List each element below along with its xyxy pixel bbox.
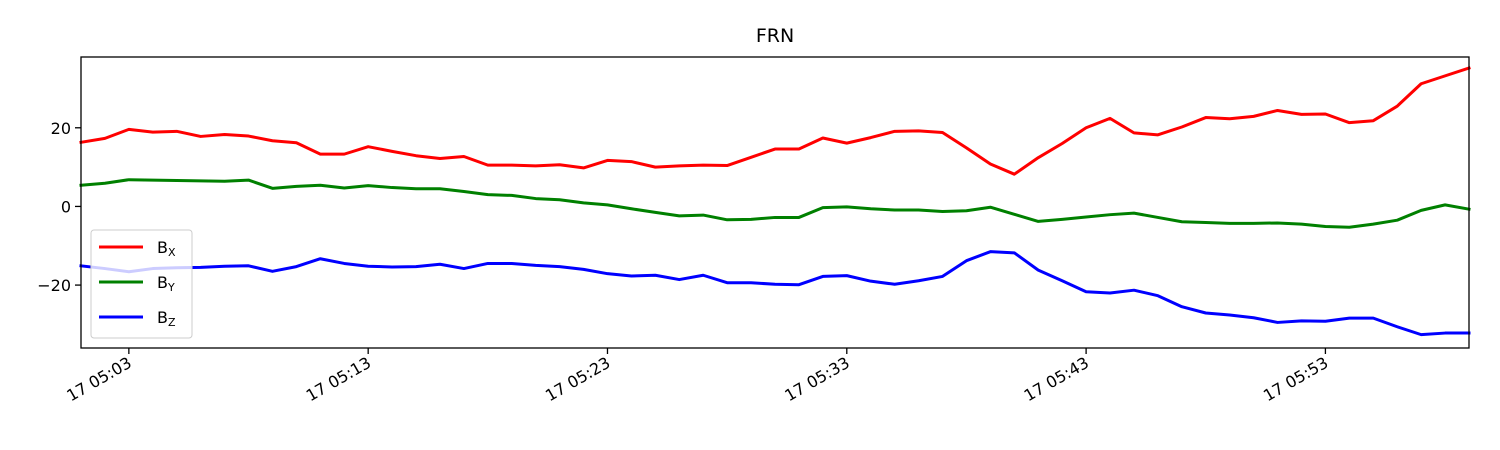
y-tick-label: −20 xyxy=(37,276,71,295)
y-tick-label: 0 xyxy=(61,197,71,216)
x-tick-label: 17 05:23 xyxy=(542,353,613,405)
legend: BX BY BZ xyxy=(90,229,193,339)
x-tick-label: 17 05:13 xyxy=(303,353,374,405)
series-layer xyxy=(79,66,1471,337)
y-tick-label: 20 xyxy=(51,119,71,138)
legend-label-x: BX xyxy=(157,238,176,259)
series-line-z xyxy=(79,250,1471,337)
legend-label-y: BY xyxy=(157,273,175,294)
x-tick-label: 17 05:53 xyxy=(1260,353,1331,405)
y-axis: 20 0 −20 xyxy=(37,119,81,295)
x-tick-label: 17 05:43 xyxy=(1021,353,1092,405)
series-line-y xyxy=(79,178,1471,229)
plot-area-frame xyxy=(80,56,1470,349)
legend-box xyxy=(90,229,193,339)
series-line-x xyxy=(79,66,1471,176)
x-tick-label: 17 05:33 xyxy=(781,353,852,405)
x-tick-label: 17 05:03 xyxy=(63,353,134,405)
legend-label-z: BZ xyxy=(157,308,176,329)
chart-title: FRN xyxy=(756,25,794,47)
x-axis: 17 05:03 17 05:13 17 05:23 17 05:33 17 05:43… xyxy=(63,348,1331,405)
